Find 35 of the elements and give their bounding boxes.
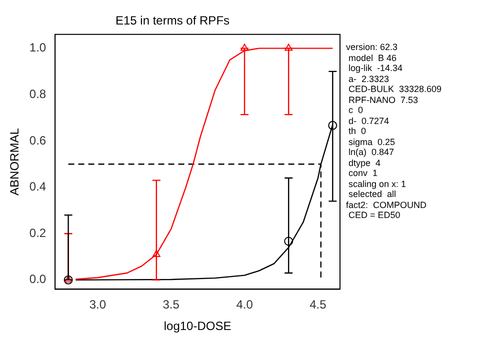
y-tick-label: 0.2 <box>29 226 46 240</box>
text: ln(a) 0.847 <box>348 147 396 158</box>
text: RPF-NANO 7.53 <box>348 94 420 105</box>
y-tick-label: 0.4 <box>29 180 46 194</box>
point <box>240 44 248 51</box>
text: scaling on x: 1 <box>348 178 408 189</box>
text: conv 1 <box>348 168 379 178</box>
y-tick-label: 0.8 <box>29 86 46 101</box>
text: d- 0.7274 <box>348 116 390 126</box>
x-tick-label: 3.5 <box>162 298 180 312</box>
point <box>328 120 338 130</box>
text: a- 2.3323 <box>348 74 390 84</box>
chart-title: E15 in terms of RPFs <box>115 14 230 28</box>
y-tick-label: 1.0 <box>29 40 46 55</box>
x-tick-label: 3.0 <box>89 298 106 312</box>
point <box>152 250 160 257</box>
text: fact2: COMPOUND <box>346 200 428 210</box>
text: version: 62.3 <box>346 42 399 52</box>
y-axis-title: ABNORMAL <box>8 128 22 196</box>
x-tick-label: 4.0 <box>236 298 254 312</box>
x-axis-title: log10-DOSE <box>164 319 232 334</box>
y-tick-label: 0.0 <box>29 272 46 286</box>
text: CED = ED50 <box>348 210 402 220</box>
point <box>284 236 294 246</box>
x-tick-label: 4.5 <box>310 298 327 312</box>
text: c 0 <box>348 105 364 116</box>
text: th 0 <box>348 126 368 136</box>
text: sigma 0.25 <box>348 136 396 147</box>
y-tick-label: 0.6 <box>29 133 46 148</box>
text: log-lik -14.34 <box>348 63 404 74</box>
text: selected all <box>348 189 398 200</box>
text: CED-BULK 33328.609 <box>348 84 442 94</box>
text: model B 46 <box>348 52 398 63</box>
text: dtype 4 <box>348 158 382 168</box>
point <box>284 44 293 51</box>
